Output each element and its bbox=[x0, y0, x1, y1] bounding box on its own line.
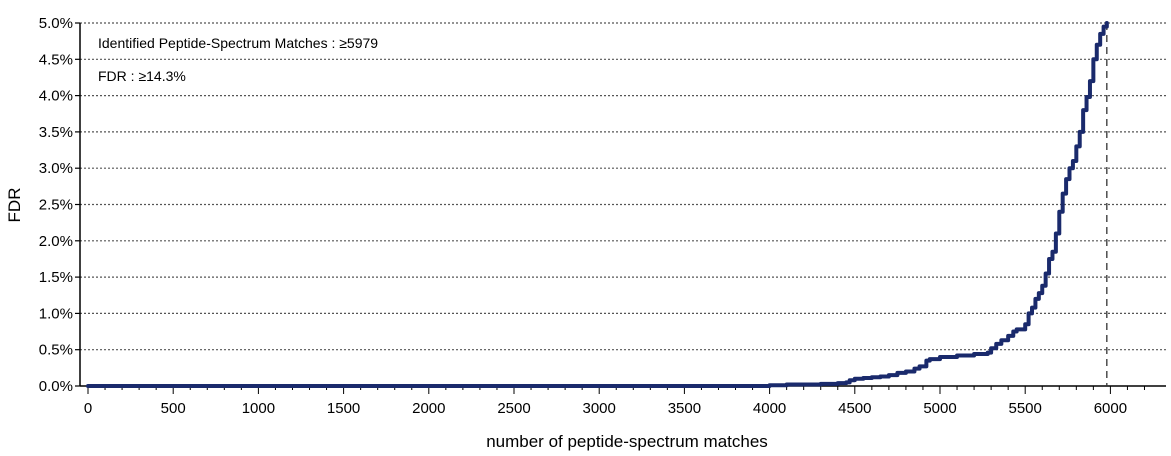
y-axis-title: FDR bbox=[5, 188, 24, 223]
gridlines bbox=[80, 22, 1166, 351]
x-tick-label: 1500 bbox=[327, 400, 360, 417]
x-axis-title: number of peptide-spectrum matches bbox=[486, 432, 768, 451]
x-tick-label: 1000 bbox=[242, 400, 275, 417]
y-tick-label: 4.5% bbox=[39, 51, 73, 68]
x-tick-label: 0 bbox=[84, 400, 92, 417]
y-tick-label: 2.0% bbox=[39, 233, 73, 250]
fdr-series-line bbox=[86, 21, 1109, 388]
x-tick-label: 6000 bbox=[1094, 400, 1127, 417]
x-tick-label: 3000 bbox=[583, 400, 616, 417]
x-tick-label: 3500 bbox=[668, 400, 701, 417]
axes bbox=[79, 23, 1166, 387]
x-tick-label: 4500 bbox=[838, 400, 871, 417]
x-tick-label: 2500 bbox=[497, 400, 530, 417]
annotation-identified-psm: Identified Peptide-Spectrum Matches : ≥5… bbox=[98, 35, 378, 51]
y-tick-label: 2.5% bbox=[39, 197, 73, 214]
y-tick-label: 0.0% bbox=[39, 378, 73, 395]
y-tick-label: 0.5% bbox=[39, 342, 73, 359]
y-tick-label: 3.5% bbox=[39, 124, 73, 141]
x-tick-label: 5500 bbox=[1009, 400, 1042, 417]
x-ticks: 0 500 1000 1500 2000 2500 3000 3500 4000 4500 5000… bbox=[84, 386, 1145, 417]
y-tick-label: 5.0% bbox=[39, 15, 73, 32]
x-tick-label: 5000 bbox=[923, 400, 956, 417]
y-tick-label: 3.0% bbox=[39, 160, 73, 177]
annotation-fdr: FDR : ≥14.3% bbox=[98, 68, 186, 84]
x-tick-label: 4000 bbox=[753, 400, 786, 417]
x-tick-label: 2000 bbox=[412, 400, 445, 417]
x-tick-label: 500 bbox=[161, 400, 186, 417]
y-tick-label: 1.0% bbox=[39, 305, 73, 322]
y-ticks: 0.0% 0.5% 1.0% 1.5% 2.0% 2.5% 3.0% 3.5% 4.0% 4.5%… bbox=[39, 15, 80, 395]
y-tick-label: 1.5% bbox=[39, 269, 73, 286]
y-tick-label: 4.0% bbox=[39, 88, 73, 105]
